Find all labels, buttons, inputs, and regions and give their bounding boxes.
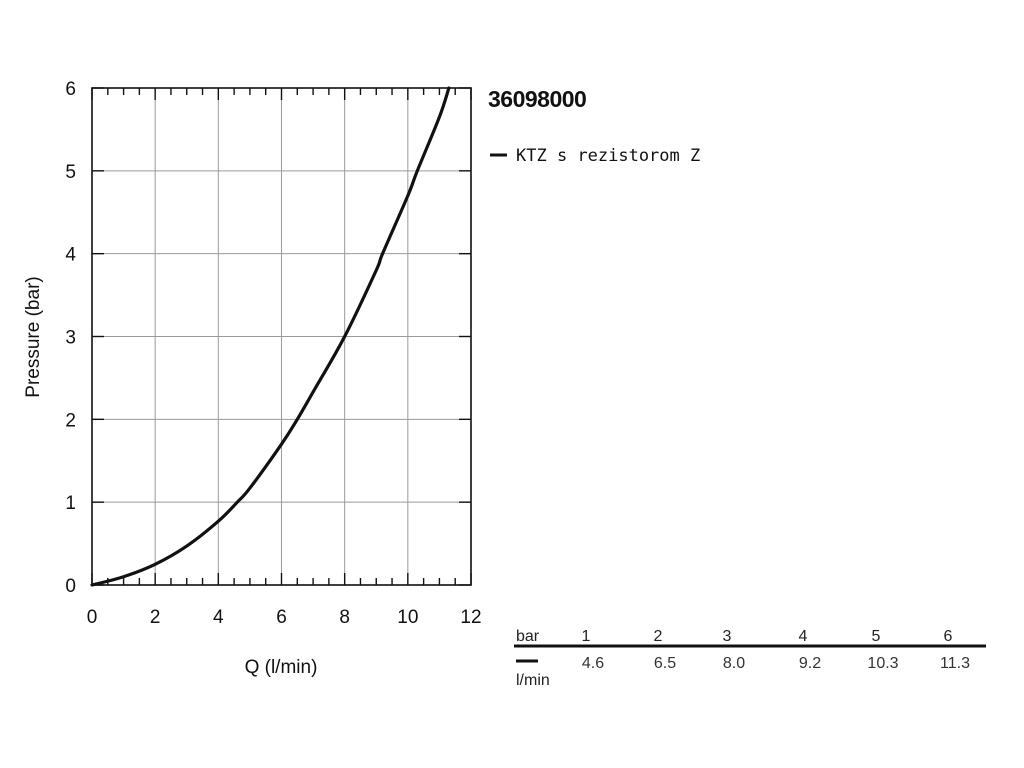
table-flow-value: 11.3 (940, 655, 970, 672)
y-tick-label: 0 (65, 576, 76, 597)
x-tick-label: 8 (339, 607, 350, 628)
series-line (90, 86, 451, 587)
x-tick-label: 12 (460, 607, 481, 628)
y-tick-label: 2 (65, 410, 76, 431)
y-tick-label: 5 (65, 162, 76, 183)
table-bar-value: 2 (654, 628, 663, 645)
plot-frame (91, 87, 472, 586)
y-tick-label: 3 (65, 328, 76, 349)
y-tick-label: 6 (65, 79, 76, 100)
table-row-header-flow: l/min (516, 672, 550, 689)
table-flow-value: 6.5 (654, 655, 676, 672)
x-tick-label: 4 (213, 607, 224, 628)
table-bar-value: 6 (944, 628, 953, 645)
table-columns: 1 4.6 2 6.5 3 8.0 4 9.2 5 10.3 6 11.3 (582, 628, 971, 672)
x-tick-label: 0 (87, 607, 98, 628)
y-tick-label: 1 (65, 493, 76, 514)
x-tick-label: 2 (150, 607, 161, 628)
table-bar-value: 5 (872, 628, 881, 645)
series-layer (90, 86, 451, 587)
table-bar-value: 1 (582, 628, 591, 645)
table-flow-value: 4.6 (582, 655, 604, 672)
chart-title: 36098000 (488, 86, 586, 112)
x-axis-title: Q (l/min) (245, 657, 318, 678)
x-tick-label: 10 (397, 607, 418, 628)
table-flow-value: 10.3 (867, 655, 898, 672)
pressure-flow-table: bar l/min 1 4.6 2 6.5 3 8.0 4 9.2 5 10.3 6 11.3 (514, 628, 986, 689)
table-bar-value: 4 (799, 628, 808, 645)
y-tick-labels: 0 1 2 3 4 5 6 (65, 79, 76, 597)
table-bar-value: 3 (723, 628, 732, 645)
table-flow-value: 9.2 (799, 655, 821, 672)
legend: KTZ s rezistorom Z (490, 146, 700, 166)
x-tick-labels: 0 2 4 6 8 10 12 (87, 607, 482, 628)
grid-lines (92, 88, 471, 585)
table-flow-value: 8.0 (723, 655, 745, 672)
x-tick-label: 6 (276, 607, 287, 628)
legend-label: KTZ s rezistorom Z (516, 146, 700, 166)
y-tick-label: 4 (65, 245, 76, 266)
table-row-header-bar: bar (516, 628, 540, 645)
y-axis-title: Pressure (bar) (23, 276, 44, 397)
